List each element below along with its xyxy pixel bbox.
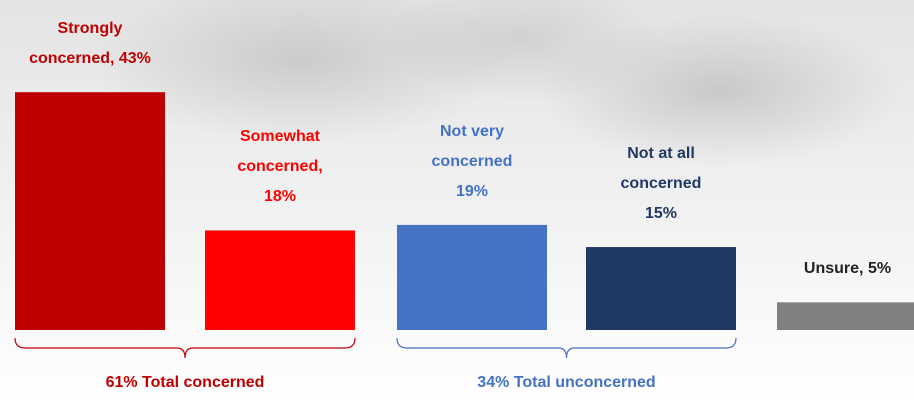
data-label: Not at all concerned 15% xyxy=(620,145,702,223)
bar xyxy=(15,92,165,331)
group-label: 61% Total concerned xyxy=(105,374,265,391)
bracket xyxy=(14,337,356,359)
group-label: 34% Total unconcerned xyxy=(477,374,656,391)
data-label: Unsure, 5% xyxy=(803,260,892,278)
bar xyxy=(777,302,914,330)
bracket xyxy=(396,337,737,359)
bar xyxy=(205,230,355,330)
data-label: Somewhat concerned, 18% xyxy=(237,128,323,206)
bar xyxy=(586,247,736,330)
data-label: Not very concerned 19% xyxy=(431,122,513,200)
bar xyxy=(397,224,547,330)
data-label: Strongly concerned, 43% xyxy=(29,20,151,68)
